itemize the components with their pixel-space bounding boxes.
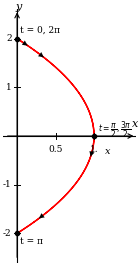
Text: x: x (105, 147, 111, 156)
Text: x: x (132, 119, 138, 129)
Text: y: y (16, 2, 22, 12)
Text: t = π: t = π (20, 237, 43, 246)
Text: 1: 1 (6, 83, 12, 92)
Text: t = 0, 2π: t = 0, 2π (20, 26, 60, 35)
Text: 1.: 1. (90, 145, 98, 154)
Text: 2: 2 (6, 34, 12, 43)
Text: $t = \dfrac{\pi}{2}, \dfrac{3\pi}{2}$: $t = \dfrac{\pi}{2}, \dfrac{3\pi}{2}$ (98, 120, 131, 140)
Text: -1: -1 (3, 180, 12, 189)
Text: -2: -2 (3, 229, 12, 238)
Text: 0.5: 0.5 (48, 145, 63, 154)
